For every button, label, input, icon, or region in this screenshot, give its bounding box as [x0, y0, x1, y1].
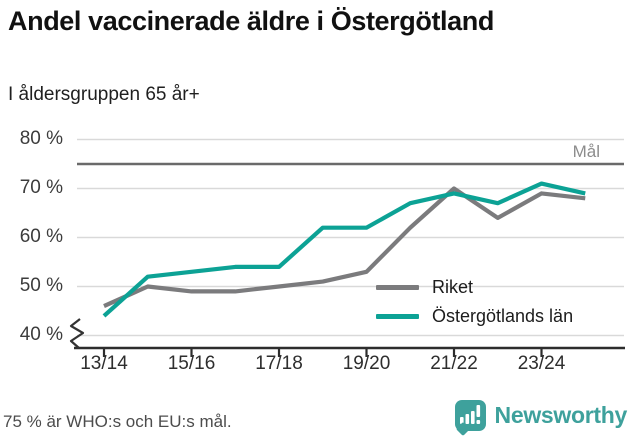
- x-axis-label: 15/16: [167, 353, 216, 374]
- riket-line-swatch-icon: [376, 285, 419, 290]
- brand-name: Newsworthy: [494, 402, 628, 428]
- y-axis-label: 40 %: [19, 323, 63, 345]
- legend-item-riket: Riket: [376, 273, 573, 302]
- y-axis-label: 60 %: [19, 225, 63, 247]
- legend-item-ostergotlands-lan: Östergötlands län: [376, 302, 573, 331]
- goal-line-label: Mål: [572, 142, 600, 161]
- x-axis-label: 21/22: [430, 353, 478, 374]
- x-axis-label: 13/14: [80, 353, 128, 374]
- series-line-riket: [103, 186, 586, 309]
- ostergotland-line-swatch-icon: [376, 314, 419, 319]
- footnote: 75 % är WHO:s och EU:s mål.: [3, 412, 232, 431]
- y-axis-label: 80 %: [19, 127, 63, 149]
- series-line--sterg-tlands-l-n: [102, 181, 586, 318]
- page-title: Andel vaccinerade äldre i Östergötland: [8, 6, 494, 36]
- chart-legend: Riket Östergötlands län: [376, 273, 573, 331]
- brand-logo: Newsworthy: [454, 400, 628, 431]
- axis-break-icon: [69, 318, 85, 349]
- y-axis-label: 70 %: [19, 176, 63, 198]
- page-subtitle: I åldersgruppen 65 år+: [8, 84, 200, 105]
- legend-label: Östergötlands län: [432, 306, 574, 326]
- x-axis-label: 23/24: [517, 353, 566, 374]
- x-axis-label: 19/20: [342, 353, 391, 374]
- x-axis-label: 17/18: [255, 353, 303, 374]
- legend-label: Riket: [432, 277, 474, 297]
- y-axis-label: 50 %: [19, 274, 63, 296]
- bar-chart-speech-bubble-icon: [454, 400, 486, 431]
